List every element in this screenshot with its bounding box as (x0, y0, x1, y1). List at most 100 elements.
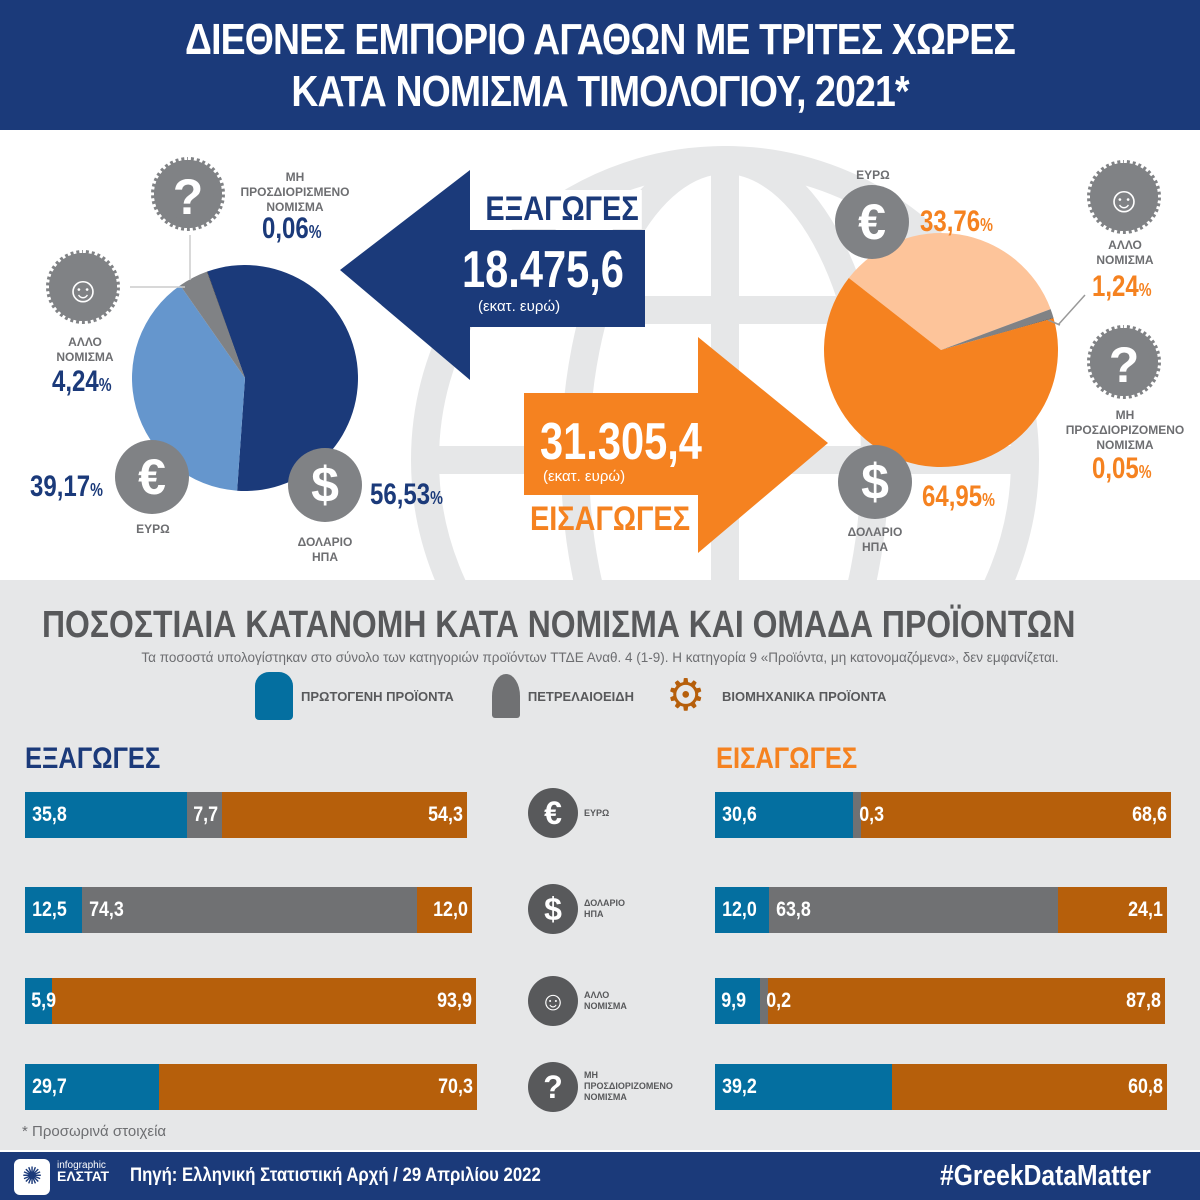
pie-slice-other (941, 309, 1054, 350)
bar-value-label: 12,0 (432, 898, 468, 921)
section-note: Τα ποσοστά υπολογίστηκαν στο σύνολο των … (141, 650, 1059, 665)
bar-segment-industrial: 54,3 (221, 792, 468, 838)
bar-segment-petroleum: 74,3 (81, 887, 418, 933)
bar-value-label: 30,6 (722, 803, 757, 826)
imports-bars-title: ΕΙΣΑΓΩΓΕΣ (716, 742, 858, 775)
distribution-panel: ΠΟΣΟΣΤΙΑΙΑ ΚΑΤΑΝΟΜΗ ΚΑΤΑ ΝΟΜΙΣΜΑ ΚΑΙ ΟΜΑ… (0, 580, 1200, 1150)
legend-primary: ΠΡΩΤΟΓΕΝΗ ΠΡΟΪΟΝΤΑ (301, 688, 454, 704)
bar-segment-industrial: 70,3 (159, 1064, 477, 1110)
bar-value-label: 68,6 (1132, 803, 1168, 826)
head-icon: ☺ (528, 976, 578, 1026)
pie-slice-other (180, 271, 245, 378)
pie-slice-usd (207, 265, 358, 491)
pie-slice-euro (131, 285, 245, 491)
euro-icon: € (528, 788, 578, 838)
row-label-euro: ΕΥΡΩ (584, 808, 610, 818)
exports-arrow (340, 170, 645, 380)
exports-bar-row: 35,8 7,7 54,3 (25, 792, 468, 838)
bar-value-label: 93,9 (437, 989, 473, 1012)
bar-value-label: 54,3 (428, 803, 464, 826)
bar-value-label: 5,9 (31, 989, 57, 1012)
bar-value-label: 12,0 (722, 898, 757, 921)
bar-value-label: 0,3 (859, 803, 885, 826)
head-coin-icon: ☺ (1087, 160, 1161, 234)
exports-bar-row: 12,5 74,3 12,0 (25, 887, 472, 933)
legend: ΠΡΩΤΟΓΕΝΗ ΠΡΟΪΟΝΤΑ ΠΕΤΡΕΛΑΙΟΕΙΔΗ ⚙ ΒΙΟΜΗ… (255, 672, 886, 720)
bar-segment-petroleum: 7,7 (186, 792, 222, 838)
exports-bars-title: ΕΞΑΓΩΓΕΣ (25, 742, 161, 775)
imports-bar-row: 30,6 0,3 68,6 (715, 792, 1172, 838)
bar-segment-industrial: 12,0 (417, 887, 472, 933)
legend-petroleum: ΠΕΤΡΕΛΑΙΟΕΙΔΗ (527, 688, 634, 704)
dollar-icon: $ (528, 884, 578, 934)
exp-other-label: ΑΛΛΟ ΝΟΜΙΣΜΑ (56, 335, 114, 364)
bar-segment-industrial: 60,8 (892, 1064, 1167, 1110)
imp-usd-label: ΔΟΛΑΡΙΟ ΗΠΑ (847, 525, 903, 554)
imports-bar-row: 9,9 0,2 87,8 (715, 978, 1165, 1024)
exp-undet-pct: 0,06% (262, 212, 322, 245)
imp-undet-pct: 0,05% (1092, 452, 1152, 485)
bar-value-label: 35,8 (32, 803, 67, 826)
head-coin-icon: ☺ (46, 250, 120, 324)
row-label-usd: ΔΟΛΑΡΙΟ ΗΠΑ (584, 898, 625, 919)
bar-value-label: 24,1 (1127, 898, 1163, 921)
pie-charts (130, 170, 1086, 553)
bar-value-label: 63,8 (776, 898, 812, 921)
dollar-coin-icon: $ (838, 445, 912, 519)
bar-segment-industrial: 68,6 (861, 792, 1172, 838)
bar-segment-primary: 12,0 (715, 887, 770, 933)
imports-total: 31.305,4 (540, 413, 702, 471)
row-label-other: ΑΛΛΟ ΝΟΜΙΣΜΑ (584, 990, 627, 1011)
bar-segment-primary: 29,7 (25, 1064, 160, 1110)
exports-bar-row: 5,9 93,9 (25, 978, 477, 1024)
bar-value-label: 39,2 (722, 1075, 757, 1098)
logo-text: infographic ΕΛΣΤΑΤ (57, 1160, 110, 1184)
summary-panel: ΕΞΑΓΩΓΕΣ 18.475,6 (εκατ. ευρώ) 31.305,4 … (0, 130, 1200, 580)
sack-icon (255, 672, 293, 720)
bar-segment-petroleum: 0,2 (759, 978, 791, 1024)
source-text: Πηγή: Ελληνική Στατιστική Αρχή / 29 Απρι… (130, 1165, 541, 1186)
exports-bar-row: 29,7 70,3 (25, 1064, 477, 1110)
title-line-1: ΔΙΕΘΝΕΣ ΕΜΠΟΡΙΟ ΑΓΑΘΩΝ ΜΕ ΤΡΙΤΕΣ ΧΩΡΕΣ (185, 15, 1016, 64)
exp-usd-label: ΔΟΛΑΡΙΟ ΗΠΑ (297, 535, 353, 564)
imp-euro-pct: 33,76% (920, 205, 993, 238)
bar-value-label: 70,3 (438, 1075, 473, 1098)
row-label-undet: ΜΗ ΠΡΟΣΔΙΟΡΙΖΟΜΕΝΟ ΝΟΜΙΣΜΑ (584, 1070, 673, 1102)
question-coin-icon: ? (151, 157, 225, 231)
gear-wrench-icon: ⚙ (665, 671, 706, 720)
bar-segment-primary: 9,9 (715, 978, 760, 1024)
bar-value-label: 74,3 (88, 898, 124, 921)
exports-unit: (εκατ. ευρώ) (478, 298, 561, 315)
bar-segment-petroleum: 63,8 (769, 887, 1058, 933)
imports-arrow (524, 337, 828, 553)
oil-barrel-icon (491, 674, 520, 718)
question-coin-icon: ? (1087, 325, 1161, 399)
bar-value-label: 9,9 (721, 989, 747, 1012)
question-icon: ? (528, 1062, 578, 1112)
euro-coin-icon: € (835, 185, 909, 259)
bar-value-label: 0,2 (765, 989, 791, 1012)
provisional-note: * Προσωρινά στοιχεία (22, 1123, 167, 1140)
legend-industrial: ΒΙΟΜΗΧΑΝΙΚΑ ΠΡΟΪΟΝΤΑ (721, 688, 887, 704)
imports-bar-row: 12,0 63,8 24,1 (715, 887, 1167, 933)
elstat-logo-icon: ✺ (14, 1159, 50, 1195)
bar-segment-industrial: 87,8 (767, 978, 1165, 1024)
imports-title: ΕΙΣΑΓΩΓΕΣ (530, 500, 691, 538)
imp-undet-label: ΜΗ ΠΡΟΣΔΙΟΡΙΖΟΜΕΝΟ ΝΟΜΙΣΜΑ (1065, 408, 1185, 452)
imports-unit: (εκατ. ευρώ) (543, 468, 626, 485)
exports-title: ΕΞΑΓΩΓΕΣ (482, 190, 643, 229)
bar-value-label: 12,5 (32, 898, 67, 921)
section-title: ΠΟΣΟΣΤΙΑΙΑ ΚΑΤΑΝΟΜΗ ΚΑΤΑ ΝΟΜΙΣΜΑ ΚΑΙ ΟΜΑ… (42, 604, 1076, 646)
bar-segment-primary: 5,9 (25, 978, 56, 1024)
exp-euro-pct: 39,17% (30, 470, 103, 503)
bar-segment-petroleum: 0,3 (853, 792, 884, 838)
pie-slice-undetermined (941, 317, 1054, 350)
title-line-2: ΚΑΤΑ ΝΟΜΙΣΜΑ ΤΙΜΟΛΟΓΙΟΥ, 2021* (291, 67, 909, 116)
euro-coin-icon: € (115, 440, 189, 514)
imp-usd-pct: 64,95% (922, 480, 995, 513)
pie-slice-undetermined (206, 271, 245, 378)
footer: ✺ infographic ΕΛΣΤΑΤ Πηγή: Ελληνική Στατι… (0, 1152, 1200, 1200)
bar-value-label: 29,7 (32, 1075, 67, 1098)
pie-slice-usd (824, 277, 1058, 468)
exp-undet-label: ΜΗ ΠΡΟΣΔΙΟΡΙΣΜΕΝΟ ΝΟΜΙΣΜΑ (240, 170, 350, 214)
